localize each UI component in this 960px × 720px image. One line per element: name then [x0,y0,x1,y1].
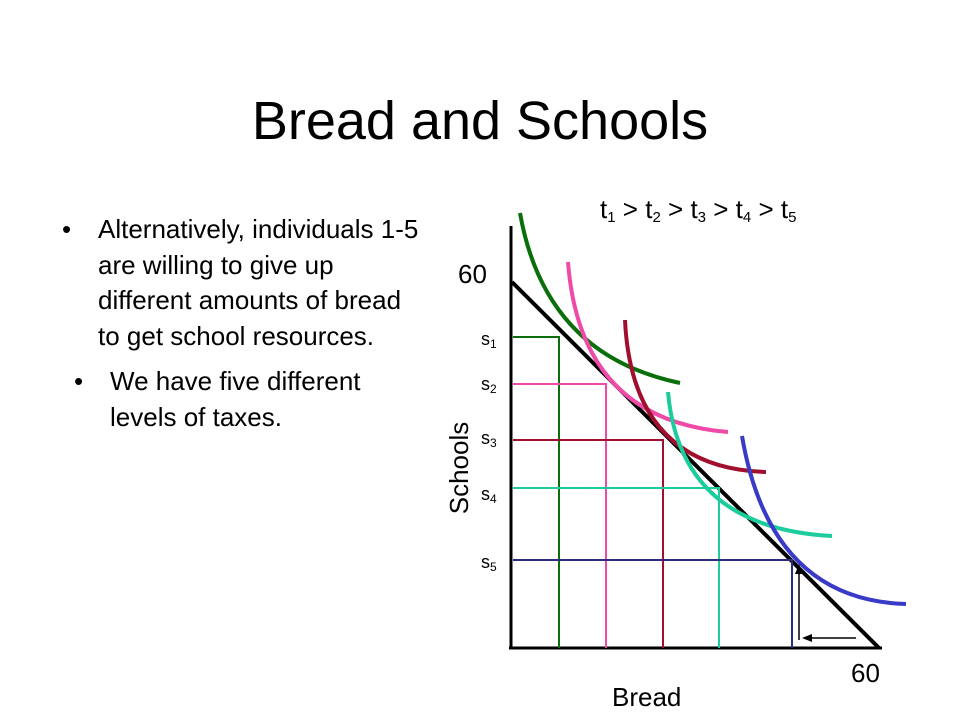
school-level-letter: s [481,552,490,572]
tax-symbol: t [600,194,608,224]
school-level-label-5: s5 [481,552,497,577]
tax-ordering: t1 > t2 > t3 > t4 > t5 [600,193,796,234]
school-level-index: 4 [490,492,497,506]
tax-index: 4 [742,209,752,226]
school-level-label-4: s4 [481,484,497,509]
tax-symbol: t [735,194,743,224]
school-level-index: 5 [490,560,497,574]
x-axis-label: Bread [612,682,682,712]
level-line-5 [513,559,793,648]
school-level-label-3: s3 [481,428,497,453]
bullet-item: We have five different levels of taxes. [74,364,422,435]
slide-title: Bread and Schools [251,91,709,151]
bullet-item: Alternatively, individuals 1-5 are willi… [62,212,422,354]
level-line-1 [513,336,560,648]
indifference-curve-2 [566,261,729,434]
x-max-label: 60 [851,658,880,688]
tax-symbol: t [690,194,698,224]
greater-than: > [706,194,736,224]
tax-index: 3 [697,209,707,226]
greater-than: > [615,194,646,224]
y-max-label: 60 [458,259,487,289]
arrow-left-head-icon [802,634,812,642]
greater-than: > [751,194,781,224]
school-level-index: 1 [490,337,497,351]
school-level-label-1: s1 [481,329,497,354]
indifference-curve-3 [623,319,767,474]
school-level-letter: s [481,484,490,504]
greater-than: > [660,194,691,224]
school-level-letter: s [481,374,490,394]
school-level-index: 3 [490,436,497,450]
tax-symbol: t [780,194,789,224]
indifference-curve-4 [666,391,833,538]
level-line-4 [513,487,720,648]
school-level-index: 2 [490,382,497,396]
level-line-3 [513,439,664,648]
school-level-letter: s [481,428,490,448]
tax-symbol: t [645,194,653,224]
school-level-label-2: s2 [481,374,497,399]
tax-index: 2 [652,209,661,226]
indifference-curve-1 [518,212,681,385]
school-level-letter: s [481,329,490,349]
bullet-list: Alternatively, individuals 1-5 are willi… [62,212,422,435]
budget-line [510,280,881,650]
arrow-up-head-icon [795,564,803,574]
tax-index: 1 [607,209,616,226]
tax-index: 5 [788,209,797,226]
indifference-curve-5 [740,435,907,606]
